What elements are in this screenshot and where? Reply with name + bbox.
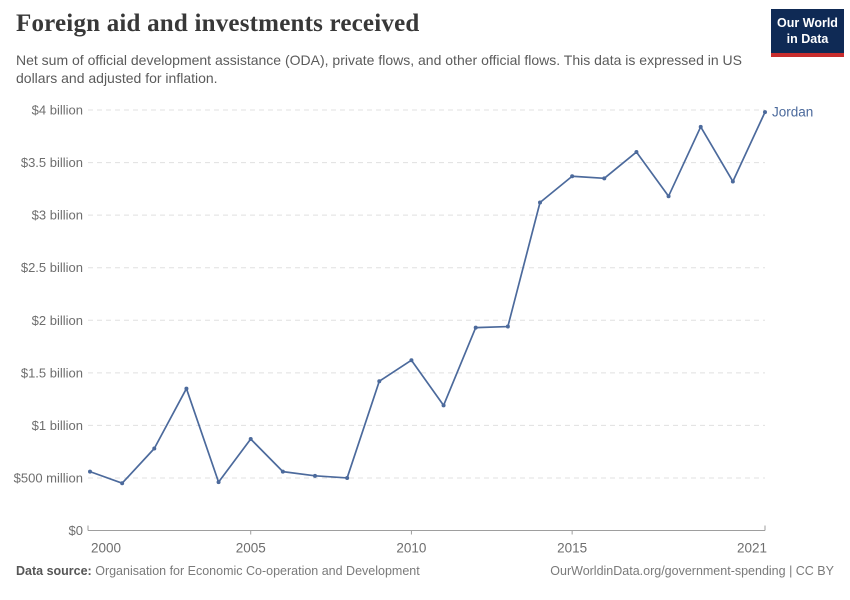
y-axis-label: $1.5 billion — [21, 365, 83, 380]
x-axis-label: 2010 — [396, 541, 426, 556]
data-point — [441, 403, 446, 408]
data-point — [698, 124, 703, 129]
series-label-jordan[interactable]: Jordan — [772, 105, 813, 120]
data-point — [248, 437, 253, 442]
data-point — [120, 481, 125, 486]
owid-logo-line1: Our World — [777, 16, 838, 30]
data-point — [280, 469, 285, 474]
data-point — [666, 194, 671, 199]
y-axis-label: $3 billion — [32, 208, 83, 223]
data-point — [473, 325, 478, 330]
owid-logo[interactable]: Our World in Data — [771, 9, 844, 58]
page-title: Foreign aid and investments received — [16, 10, 420, 37]
x-axis-label: 2005 — [236, 541, 266, 556]
data-point — [505, 324, 510, 329]
data-source-label: Data source: — [16, 564, 92, 578]
data-point — [602, 176, 607, 181]
series-line-jordan[interactable] — [89, 111, 766, 485]
data-point — [538, 200, 542, 205]
data-point — [184, 386, 189, 391]
y-axis-label: $2 billion — [32, 313, 83, 328]
data-point — [763, 110, 767, 115]
chart-subtitle: Net sum of official development assistan… — [16, 52, 742, 86]
data-source-value: Organisation for Economic Co-operation a… — [95, 564, 420, 578]
license-link[interactable]: OurWorldinData.org/government-spending |… — [550, 564, 834, 578]
y-axis-label: $4 billion — [32, 103, 83, 118]
data-point — [313, 473, 317, 478]
y-axis-label: $1 billion — [32, 418, 83, 433]
data-point — [345, 475, 350, 480]
data-point — [634, 150, 639, 155]
data-point — [570, 174, 575, 179]
owid-logo-line2: in Data — [786, 31, 829, 46]
data-point — [216, 480, 221, 485]
data-point — [152, 446, 157, 451]
x-axis-label: 2015 — [557, 541, 587, 556]
y-axis-label: $2.5 billion — [21, 260, 83, 275]
data-point — [730, 179, 735, 184]
x-axis-label: 2000 — [91, 541, 121, 556]
data-point — [88, 469, 92, 474]
x-axis-label: 2021 — [737, 541, 767, 556]
y-axis-label: $0 — [69, 523, 83, 538]
y-axis-label: $500 million — [14, 470, 83, 485]
data-point — [377, 379, 382, 384]
data-point — [409, 358, 414, 363]
data-source: Data source: Organisation for Economic C… — [16, 564, 420, 578]
y-axis-label: $3.5 billion — [21, 155, 83, 170]
